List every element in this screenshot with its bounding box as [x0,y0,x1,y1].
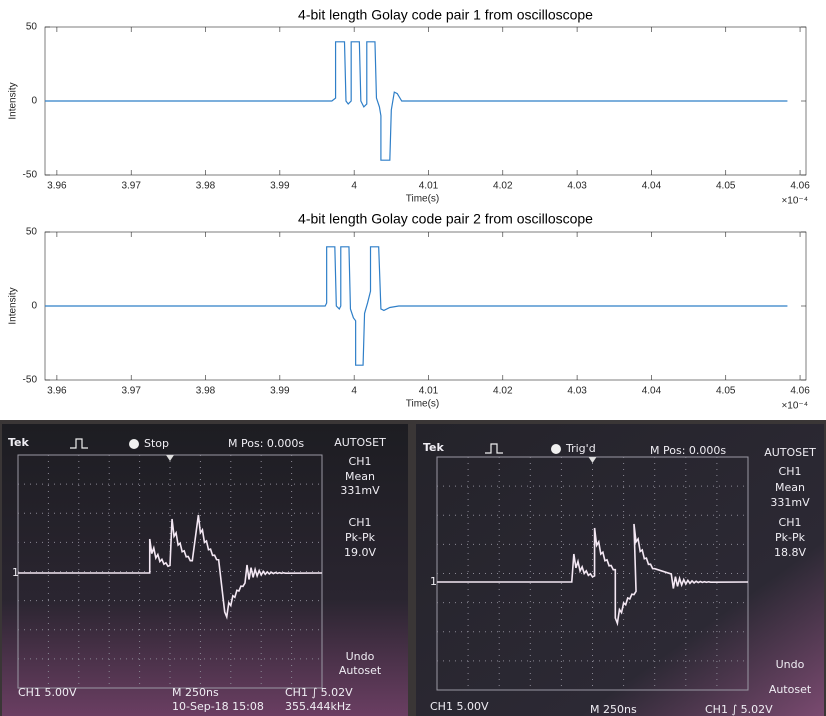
menu-item: Pk-Pk [345,531,376,544]
status-icon [129,439,139,449]
chart-title: 4-bit length Golay code pair 1 from osci… [298,7,593,23]
channel-scale: CH1 5.00V [430,700,489,713]
x-exponent: ×10⁻⁴ [781,401,808,412]
trigger-marker [588,457,597,463]
scope-date: 10-Sep-18 15:08 [172,700,264,713]
timebase: M 250ns [172,686,219,699]
x-tick-label: 3.98 [196,181,216,192]
x-tick-label: 4.05 [716,181,736,192]
pulse-icon [70,438,88,449]
scope-brand: Tek [423,441,445,454]
menu-item: CH1 [349,455,372,468]
x-tick-label: 4.01 [419,386,439,397]
menu-item: CH1 [779,465,802,478]
chart-title: 4-bit length Golay code pair 2 from osci… [298,211,593,227]
channel-scale: CH1 5.00V [18,686,77,699]
x-tick-label: 4.01 [419,181,439,192]
menu-item: CH1 [349,516,372,529]
x-tick-label: 3.96 [47,181,67,192]
x-tick-label: 3.98 [196,386,216,397]
scope-position: M Pos: 0.000s [650,444,726,457]
x-tick-label: 3.99 [270,386,290,397]
y-axis-label: Intensity [8,82,19,119]
channel-marker: 1 [12,566,19,579]
x-tick-label: 4.02 [493,386,513,397]
scope-screen [2,424,408,716]
x-tick-label: 4 [351,181,357,192]
menu-item: Mean [345,470,375,483]
x-tick-label: 3.97 [121,181,141,192]
x-tick-label: 4.04 [642,386,662,397]
x-tick-label: 3.97 [121,386,141,397]
scope-screen [416,424,824,716]
x-axis-label: Time(s) [406,194,440,205]
menu-item: 19.0V [344,546,376,559]
trigger-marker [166,455,174,461]
scope-trace [18,514,323,620]
y-tick-label: 50 [26,22,38,33]
x-tick-label: 4.03 [567,181,587,192]
y-axis-label: Intensity [8,287,19,324]
x-tick-label: 4 [351,386,357,397]
channel-marker: 1 [430,575,437,588]
menu-item: Undo [346,650,375,663]
trigger-level: CH1 ∫ 5.02V [285,686,353,699]
scope-status: Stop [144,437,169,450]
menu-item: 331mV [770,496,810,509]
menu-item: 331mV [340,484,380,497]
trigger-level: CH1 ∫ 5.02V [705,703,773,716]
scope-trace [437,523,749,627]
x-tick-label: 4.04 [642,181,662,192]
menu-item: Mean [775,481,805,494]
scope-brand: Tek [8,436,30,449]
scope-position: M Pos: 0.000s [228,437,304,450]
y-tick-label: 0 [31,96,37,107]
scope-frequency: 355.444kHz [285,700,351,713]
data-line [45,41,788,161]
y-tick-label: -50 [23,375,38,386]
status-icon [551,444,561,454]
data-line [45,246,788,366]
x-tick-label: 4.02 [493,181,513,192]
y-tick-label: 50 [26,227,38,238]
menu-item: Autoset [339,664,382,677]
x-tick-label: 3.99 [270,181,290,192]
y-tick-label: 0 [31,301,37,312]
x-tick-label: 4.06 [790,386,810,397]
x-exponent: ×10⁻⁴ [781,196,808,207]
scope-status: Trig'd [565,442,596,455]
menu-item: Undo [776,658,805,671]
x-tick-label: 3.96 [47,386,67,397]
x-tick-label: 4.05 [716,386,736,397]
timebase: M 250ns [590,703,637,716]
x-tick-label: 4.06 [790,181,810,192]
x-tick-label: 4.03 [567,386,587,397]
y-tick-label: -50 [23,170,38,181]
menu-item: Autoset [769,683,812,696]
menu-item: Pk-Pk [775,531,806,544]
pulse-icon [485,443,503,454]
menu-item: AUTOSET [764,446,816,459]
x-axis-label: Time(s) [406,399,440,410]
menu-item: CH1 [779,516,802,529]
menu-item: AUTOSET [334,436,386,449]
menu-item: 18.8V [774,546,806,559]
